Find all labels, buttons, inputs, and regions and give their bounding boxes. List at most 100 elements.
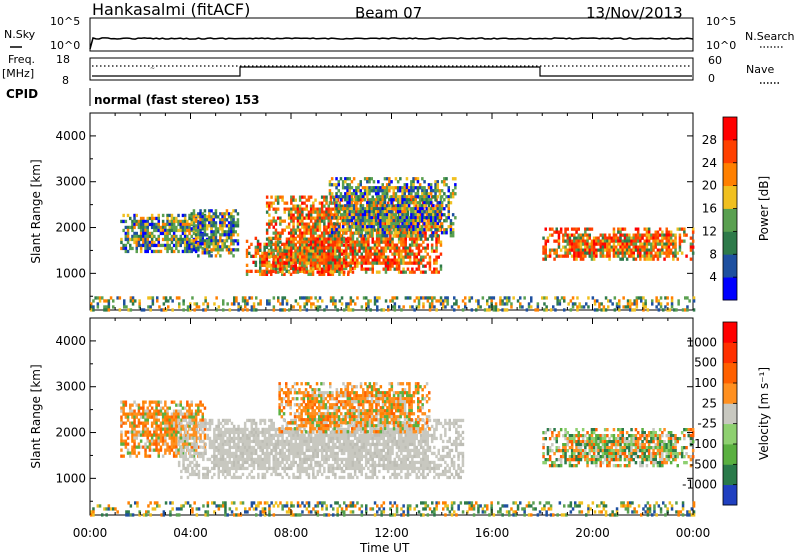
- velocity-echo-cell: [184, 457, 187, 462]
- velocity-echo-cell: [202, 421, 205, 426]
- power-echo-cell: [578, 302, 581, 306]
- power-echo-cell: [388, 183, 391, 187]
- power-echo-cell: [96, 296, 100, 300]
- velocity-echo-cell: [224, 469, 227, 474]
- velocity-echo-cell: [126, 448, 130, 452]
- power-echo-cell: [566, 251, 569, 255]
- power-echo-cell: [340, 252, 344, 256]
- power-echo-cell: [593, 308, 597, 312]
- power-echo-cell: [444, 299, 447, 303]
- power-echo-cell: [584, 230, 587, 234]
- power-echo-cell: [199, 228, 202, 233]
- power-echo-cell: [414, 219, 417, 223]
- power-echo-cell: [194, 224, 198, 228]
- power-echo-cell: [636, 233, 640, 237]
- power-echo-cell: [593, 299, 597, 303]
- power-echo-cell: [404, 252, 407, 256]
- power-echo-cell: [170, 216, 174, 221]
- power-echo-cell: [164, 296, 168, 300]
- velocity-echo-cell: [188, 442, 191, 446]
- power-echo-cell: [669, 233, 673, 237]
- power-echo-cell: [329, 252, 333, 256]
- power-echo-cell: [401, 207, 404, 211]
- power-echo-cell: [188, 237, 191, 242]
- power-echo-cell: [686, 305, 689, 309]
- power-echo-cell: [281, 270, 284, 274]
- power-echo-cell: [155, 222, 158, 227]
- power-echo-cell: [667, 251, 671, 255]
- velocity-echo-cell: [217, 424, 220, 429]
- power-echo-cell: [568, 251, 572, 255]
- velocity-echo-cell: [217, 460, 220, 465]
- power-echo-cell: [272, 216, 275, 220]
- power-echo-cell: [608, 245, 611, 249]
- power-echo-cell: [318, 296, 322, 300]
- power-echo-cell: [368, 213, 371, 217]
- power-echo-cell: [634, 257, 638, 261]
- velocity-echo-cell: [159, 433, 163, 437]
- power-echo-cell: [388, 198, 391, 202]
- velocity-echo-cell: [224, 460, 227, 465]
- power-echo-cell: [338, 237, 341, 241]
- power-echo-cell: [203, 227, 207, 231]
- power-echo-cell: [349, 296, 353, 300]
- power-echo-cell: [303, 195, 306, 199]
- power-echo-cell: [381, 219, 384, 223]
- velocity-echo-cell: [155, 406, 158, 410]
- power-echo-cell: [359, 180, 362, 184]
- power-echo-cell: [577, 227, 580, 231]
- power-echo-cell: [383, 210, 387, 214]
- power-echo-cell: [285, 207, 289, 211]
- power-echo-cell: [413, 243, 416, 247]
- velocity-echo-cell: [228, 457, 231, 462]
- power-echo-cell: [369, 246, 372, 250]
- velocity-echo-cell: [186, 466, 190, 471]
- velocity-echo-cell: [139, 433, 143, 437]
- power-echo-cell: [387, 305, 390, 309]
- power-echo-cell: [385, 231, 389, 235]
- velocity-echo-cell: [219, 430, 223, 435]
- power-echo-cell: [318, 240, 322, 244]
- power-echo-cell: [432, 234, 435, 238]
- power-echo-cell: [423, 201, 426, 205]
- power-echoes: [90, 177, 696, 312]
- power-echo-cell: [619, 245, 622, 249]
- power-echo-cell: [203, 230, 207, 234]
- velocity-echo-cell: [133, 448, 136, 452]
- power-echo-cell: [263, 257, 266, 261]
- velocity-echo-cell: [184, 454, 187, 459]
- power-echo-cell: [651, 302, 654, 306]
- power-echo-cell: [370, 186, 373, 190]
- velocity-echo-cell: [213, 436, 216, 441]
- power-echo-cell: [346, 228, 349, 232]
- power-echo-cell: [447, 198, 450, 202]
- power-echo-cell: [316, 225, 319, 229]
- power-echo-cell: [178, 305, 181, 309]
- power-echo-cell: [274, 246, 278, 250]
- power-echo-cell: [107, 305, 111, 309]
- power-echo-cell: [501, 308, 504, 312]
- power-echo-cell: [168, 213, 171, 218]
- nsearch-tick-bottom: 10^0: [706, 39, 736, 52]
- power-echo-cell: [346, 186, 349, 190]
- power-echo-cell: [647, 257, 651, 261]
- velocity-echo-cell: [146, 439, 149, 443]
- power-echo-cell: [202, 302, 205, 306]
- power-echo-cell: [230, 239, 233, 243]
- power-echo-cell: [416, 225, 420, 229]
- power-echo-cell: [149, 296, 152, 300]
- power-echo-cell: [563, 308, 566, 312]
- power-echo-cell: [650, 245, 653, 249]
- power-echo-cell: [221, 218, 224, 222]
- power-echo-cell: [252, 308, 256, 312]
- nsearch-label: N.Search: [745, 30, 795, 43]
- velocity-echo-cell: [120, 430, 123, 434]
- velocity-echo-cell: [175, 445, 178, 449]
- power-echo-cell: [194, 218, 198, 222]
- power-echo-cell: [680, 239, 684, 243]
- power-echo-cell: [419, 237, 423, 241]
- power-echo-cell: [499, 302, 502, 306]
- power-echo-cell: [320, 243, 324, 247]
- power-echo-cell: [287, 261, 291, 265]
